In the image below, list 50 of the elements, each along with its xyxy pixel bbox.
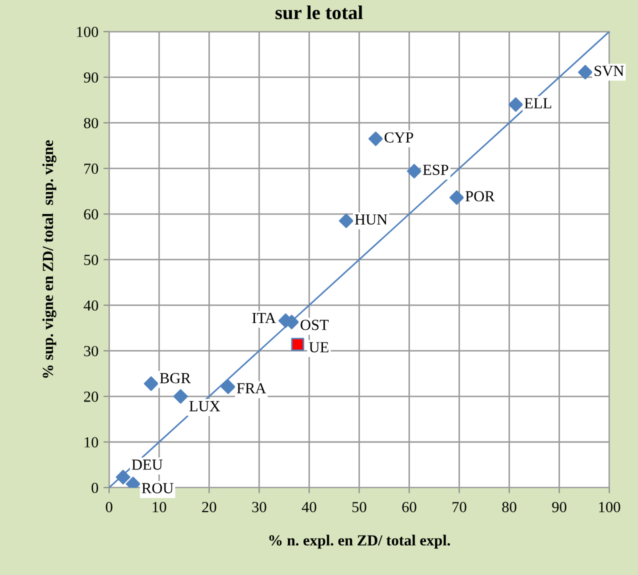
- x-tick-label: 80: [502, 502, 516, 512]
- annotation: ITA: [252, 312, 276, 323]
- x-tick-label: 10: [152, 502, 166, 512]
- y-tick-label: 0: [92, 482, 98, 494]
- annotation: CYP: [384, 132, 414, 143]
- annotation: ESP: [422, 164, 448, 175]
- x-tick-label: 40: [302, 502, 316, 512]
- x-tick-label: 60: [402, 502, 416, 512]
- annotation: ROU: [142, 483, 174, 494]
- x-tick-label: 50: [352, 502, 366, 512]
- annotation: UE: [309, 342, 328, 352]
- annotation: SVN: [594, 66, 624, 76]
- annotation: BGR: [160, 373, 191, 384]
- y-tick-label: 90: [84, 72, 98, 83]
- y-tick-label: 60: [84, 209, 98, 220]
- x-axis-title: % n. expl. en ZD/ total expl.: [269, 534, 450, 549]
- point: [578, 64, 593, 80]
- y-tick-label: 30: [84, 346, 98, 356]
- point: [449, 190, 464, 205]
- point: [144, 376, 158, 391]
- x-tick-label: 90: [552, 502, 566, 512]
- y-tick-label: 50: [84, 254, 98, 266]
- annotation: POR: [466, 191, 495, 202]
- y-tick-label: 20: [84, 392, 98, 402]
- annotation: OST: [300, 320, 329, 330]
- annotation: FRA: [236, 383, 266, 394]
- x-tick-label: 20: [202, 502, 216, 512]
- y-tick-label: 70: [84, 164, 98, 174]
- x-tick-label: 0: [106, 502, 112, 512]
- point: [291, 338, 304, 351]
- point: [406, 164, 422, 178]
- point: [116, 470, 130, 484]
- point: [220, 380, 236, 394]
- annotation: ELL: [524, 98, 552, 108]
- y-tick-label: 80: [84, 118, 98, 128]
- y-axis-title: % sup. vigne en ZD/ total sup. vigne: [42, 140, 56, 378]
- chart-title: sur le total: [275, 6, 363, 20]
- annotation: HUN: [354, 214, 388, 225]
- point: [173, 389, 188, 404]
- x-tick-label: 30: [252, 502, 266, 512]
- x-tick-label: 70: [452, 502, 466, 512]
- x-tick-label: 100: [599, 502, 620, 512]
- annotation: LUX: [189, 401, 220, 412]
- point: [368, 131, 383, 146]
- y-tick-label: 40: [84, 300, 98, 311]
- y-tick-label: 100: [77, 26, 98, 38]
- point: [338, 214, 354, 228]
- annotation: DEU: [132, 460, 163, 470]
- y-tick-label: 10: [84, 437, 98, 448]
- point: [508, 97, 524, 112]
